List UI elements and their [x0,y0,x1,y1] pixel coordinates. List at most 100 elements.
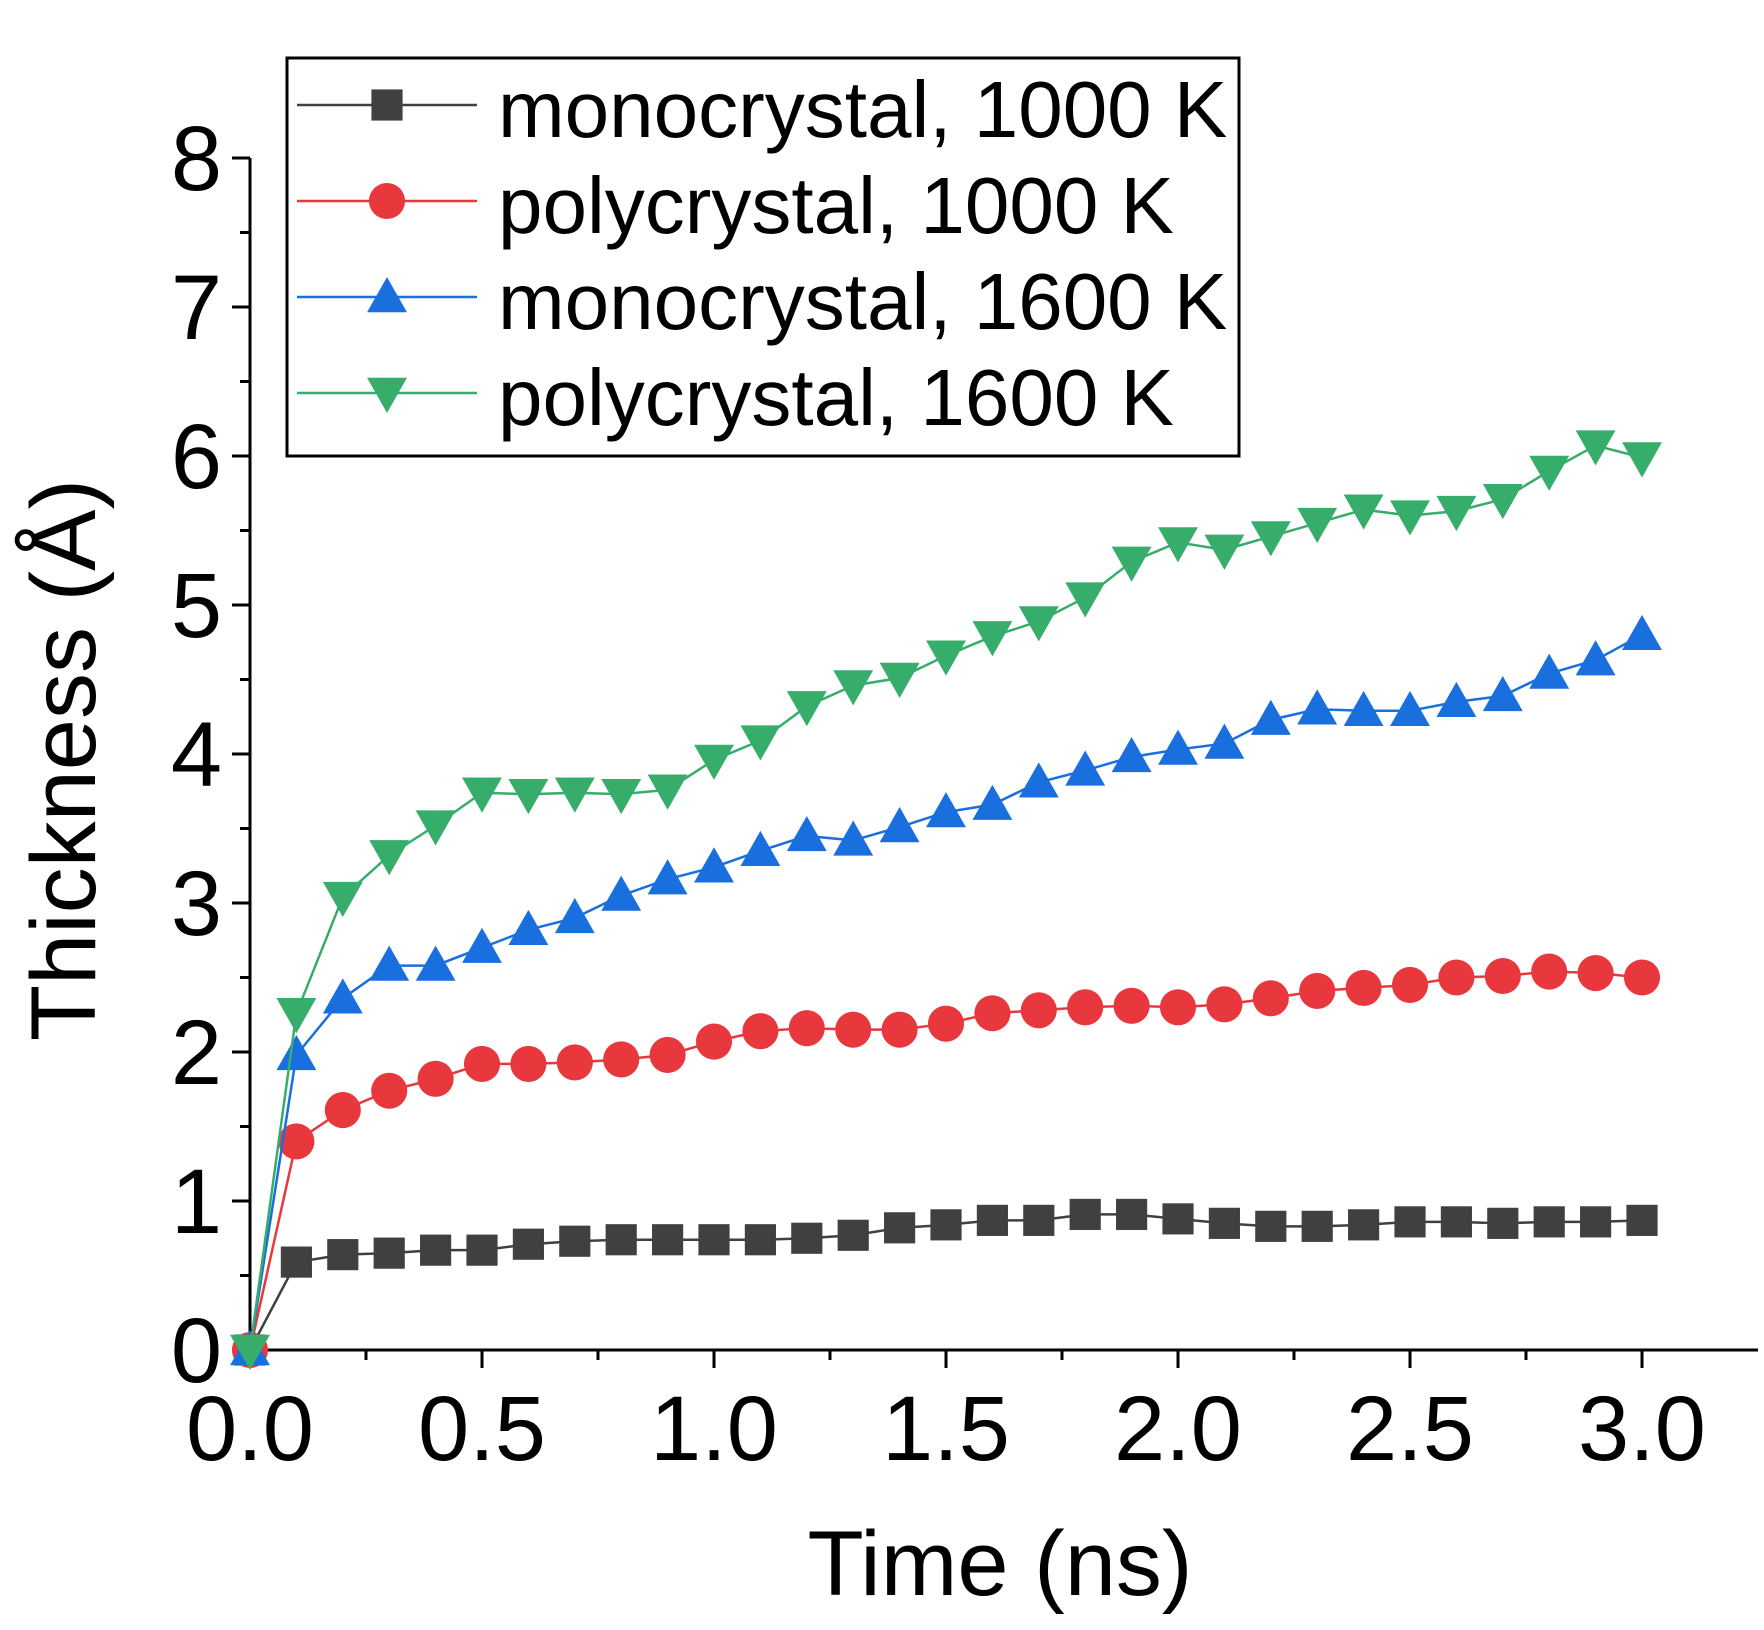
data-point [508,779,549,815]
data-point [420,1234,452,1266]
data-point [1111,546,1152,582]
data-point [462,777,502,813]
data-point [1622,614,1662,650]
data-point [1436,681,1477,718]
y-tick-label: 3 [171,853,222,955]
data-point [1580,1206,1612,1238]
data-point [1440,1206,1472,1238]
data-point [1487,1207,1519,1239]
data-point [879,662,920,698]
x-tick-label: 0.0 [186,1378,314,1480]
legend-item: polycrystal, 1600 K [297,353,1174,442]
data-point [1158,729,1198,765]
data-point [740,725,781,761]
data-point [1162,1203,1194,1235]
data-point [1204,534,1245,570]
data-point [556,1044,593,1081]
data-point [415,945,456,981]
series-4 [230,430,1662,1370]
data-point [1484,957,1521,995]
data-point [1018,606,1059,642]
data-point [742,1013,779,1050]
legend-label: monocrystal, 1600 K [498,257,1227,346]
data-point [926,792,966,828]
data-point [788,1010,825,1047]
data-point [276,998,317,1034]
data-point [972,621,1013,657]
data-point [1577,954,1614,992]
data-point [647,774,688,810]
data-point [695,1023,733,1060]
series-3 [230,614,1662,1366]
data-point [791,1222,823,1254]
data-point [1067,989,1104,1026]
data-point [512,1228,544,1260]
data-point [601,875,642,911]
data-point [1348,1209,1380,1241]
x-tick-label: 1.0 [650,1378,778,1480]
x-tick-label: 2.0 [1114,1378,1242,1480]
data-point [972,784,1013,820]
data-point [371,1072,408,1109]
data-point [694,847,734,883]
data-point [1250,521,1291,557]
data-point [1531,953,1568,990]
data-point [1623,959,1661,996]
data-point [926,640,966,676]
legend-item: monocrystal, 1600 K [297,257,1227,346]
data-point [1069,1198,1101,1230]
y-tick-label: 6 [171,406,222,508]
data-point [324,1092,361,1129]
legend-box [285,56,1241,458]
data-point [1297,689,1338,725]
data-point [694,744,734,780]
data-point [1023,1204,1055,1236]
data-point [369,945,410,981]
data-point [1111,737,1152,773]
data-point [786,816,827,852]
data-point [1626,1204,1658,1236]
y-tick-label: 8 [171,108,222,210]
data-point [927,1005,965,1042]
data-point [833,820,874,856]
data-point [280,1246,312,1278]
data-point [1482,675,1523,712]
y-tick-label: 0 [171,1300,222,1402]
data-point [1622,442,1662,478]
data-point [466,1234,498,1266]
data-point [744,1224,776,1256]
data-point [884,1212,916,1244]
y-tick-label: 5 [171,555,222,657]
data-point [976,1204,1008,1236]
data-point [1065,750,1106,786]
y-tick-label: 2 [171,1002,222,1104]
data-point [276,1035,317,1071]
legend-marker [367,377,407,413]
data-point [974,995,1011,1032]
legend-marker [367,277,407,313]
data-point [1018,762,1059,798]
data-point [369,840,410,876]
data-point [601,779,642,815]
data-point [1533,1206,1565,1238]
data-point [649,1036,686,1074]
data-point [554,777,595,813]
data-point [1116,1198,1148,1230]
data-point [740,830,781,867]
legend-marker [371,89,403,121]
y-axis-title: Thickness (Å) [13,479,115,1041]
data-point [1252,980,1289,1017]
data-point [415,810,456,846]
data-point [930,1209,962,1241]
data-point [462,927,502,963]
series-line [248,633,1643,1351]
y-tick-label: 7 [171,257,222,359]
data-point [230,1334,270,1370]
x-axis-title: Time (ns) [807,1513,1192,1615]
axes: 0 1 2 3 4 5 6 7 8 0.0 0.5 1.0 1.5 2.0 2.5 3.0 [171,108,1758,1480]
data-point [1529,653,1570,689]
data-point [1208,1207,1240,1239]
data-point [417,1060,454,1097]
data-point [554,897,595,934]
